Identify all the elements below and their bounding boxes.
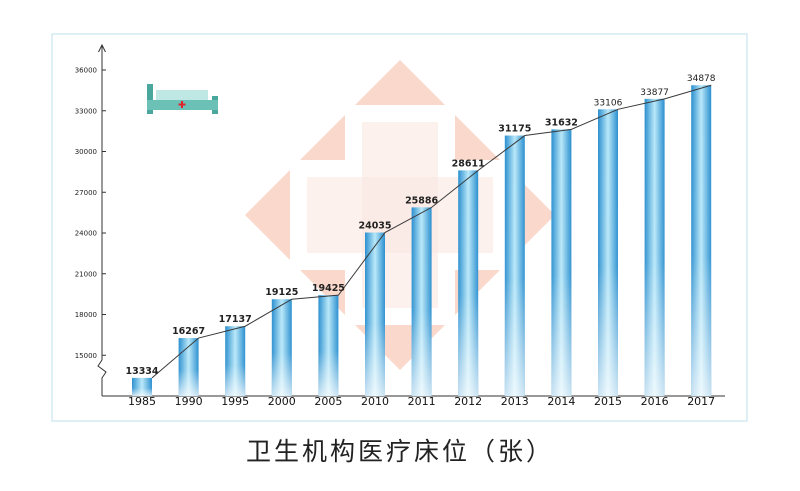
x-tick-label: 1985: [128, 395, 156, 408]
data-label: 13334: [125, 366, 158, 377]
data-label: 31632: [545, 117, 578, 128]
data-label: 24035: [358, 221, 391, 232]
bar-highlight: [178, 338, 199, 396]
x-tick-label: 2005: [314, 395, 342, 408]
bar-highlight: [132, 377, 152, 396]
x-tick-label: 1995: [221, 395, 249, 408]
x-tick-label: 2013: [501, 395, 529, 408]
y-axis: [97, 43, 107, 396]
hospital-bed-icon: [147, 84, 218, 114]
x-tick-label: 2012: [454, 395, 482, 408]
x-tick-label: 2000: [268, 395, 296, 408]
y-tick-label: 27000: [75, 189, 97, 197]
y-tick-label: 18000: [75, 311, 97, 319]
x-tick-label: 2017: [687, 395, 715, 408]
data-label: 28611: [452, 158, 485, 169]
data-label: 19125: [265, 287, 298, 298]
data-label: 34878: [687, 74, 716, 84]
y-tick-label: 36000: [75, 67, 97, 75]
y-tick-label: 15000: [75, 352, 97, 360]
bar-highlight: [318, 295, 339, 396]
x-tick-label: 2011: [408, 395, 436, 408]
bar-highlight: [504, 135, 525, 396]
chart-title: 卫生机构医疗床位（张）: [245, 437, 554, 466]
data-label: 17137: [219, 314, 252, 325]
bar-highlight: [691, 85, 712, 396]
bar-highlight: [458, 170, 479, 396]
chart-frame: [51, 33, 748, 422]
bar-highlight: [225, 326, 246, 396]
x-tick-label: 1990: [175, 395, 203, 408]
series-line: [151, 84, 712, 379]
x-tick-label: 2014: [547, 395, 575, 408]
x-tick-label: 2010: [361, 395, 389, 408]
bar-highlight: [411, 207, 432, 396]
y-tick-label: 30000: [75, 148, 97, 156]
bar-highlight: [365, 232, 385, 396]
bar-highlight: [551, 129, 572, 396]
data-label: 33106: [594, 98, 623, 108]
data-label: 25886: [405, 195, 438, 206]
y-tick-label: 33000: [75, 107, 97, 115]
data-label: 33877: [640, 88, 669, 98]
y-tick-label: 21000: [75, 270, 97, 278]
data-label: 19425: [312, 283, 345, 294]
x-tick-label: 2016: [641, 395, 669, 408]
bar-highlight: [598, 109, 618, 396]
bar-highlight: [271, 299, 292, 396]
hospital-cross-watermark-icon: [245, 60, 555, 370]
y-tick-label: 24000: [75, 230, 97, 238]
bar-highlight: [644, 98, 665, 397]
x-tick-label: 2015: [594, 395, 622, 408]
data-label: 31175: [498, 124, 531, 135]
data-label: 16267: [172, 326, 205, 337]
